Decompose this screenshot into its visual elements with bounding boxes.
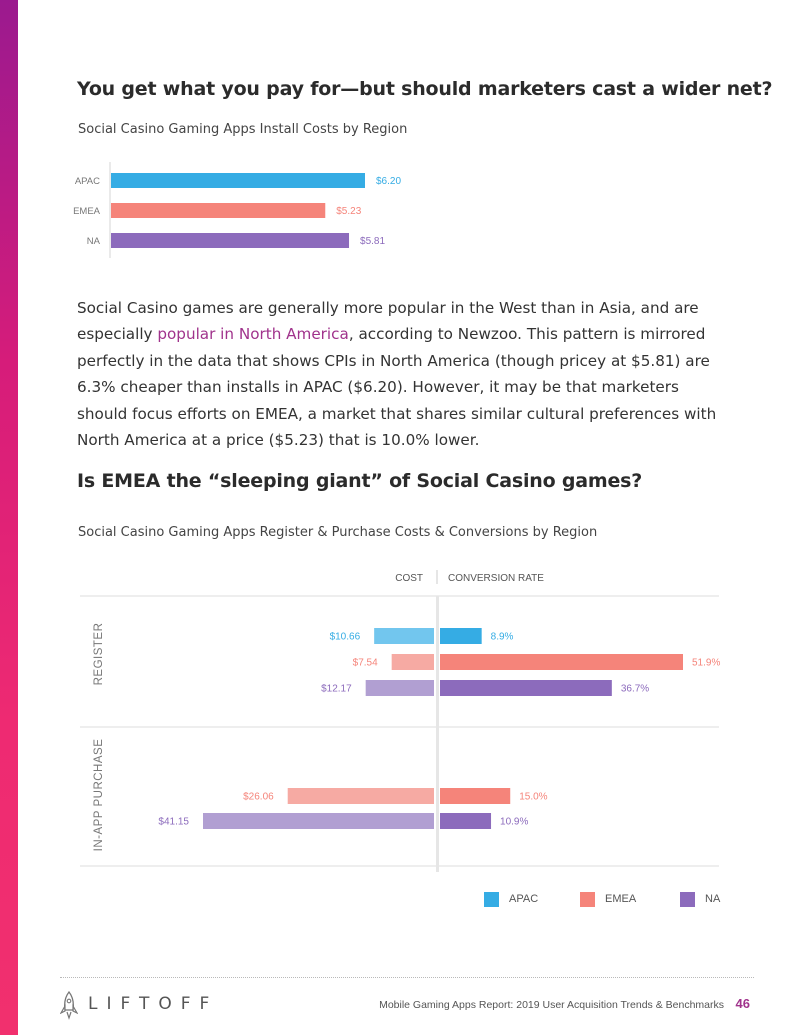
footer-divider — [60, 977, 754, 978]
conversion-bar-register-na — [440, 680, 612, 696]
conversion-bar-register-apac — [440, 628, 482, 644]
cost-conversion-chart: COST CONVERSION RATE REGISTER $10.66 8.9% $7.… — [80, 570, 720, 872]
install-bar-emea — [111, 203, 326, 218]
paragraph-text-2: , according to Newzoo. This pattern is m… — [77, 325, 717, 450]
paragraph-text-1: Social Casino games are generally more p… — [77, 299, 699, 344]
section-heading-emea: Is EMEA the “sleeping giant” of Social C… — [77, 470, 643, 492]
conversion-bar-register-emea — [440, 654, 683, 670]
logo-wordmark: LIFTOFF — [88, 994, 219, 1014]
liftoff-logo: LIFTOFF — [59, 990, 209, 1021]
install-category-label-na: NA — [87, 236, 101, 247]
legend-swatch-apac — [484, 892, 499, 907]
cost-bar-in-app-purchase-emea — [287, 788, 434, 804]
cost-label-register-emea: $7.54 — [353, 658, 378, 669]
install-value-label-emea: $5.23 — [336, 206, 361, 217]
conversion-label-register-na: 36.7% — [621, 684, 649, 695]
conversion-bar-in-app-purchase-na — [440, 813, 492, 829]
legend-swatch-na — [680, 892, 695, 907]
newzoo-link[interactable]: popular in North America — [157, 325, 349, 344]
cost-bar-in-app-purchase-na — [203, 813, 434, 829]
install-cost-chart-title: Social Casino Gaming Apps Install Costs … — [78, 122, 408, 137]
conversion-header: CONVERSION RATE — [448, 573, 544, 584]
group-label-in-app-purchase: IN-APP PURCHASE — [93, 739, 105, 852]
cost-label-register-apac: $10.66 — [330, 632, 361, 643]
conversion-bar-in-app-purchase-emea — [440, 788, 511, 804]
install-category-label-emea: EMEA — [73, 206, 101, 217]
legend-swatch-emea — [580, 892, 595, 907]
install-category-label-apac: APAC — [75, 176, 100, 187]
install-value-label-na: $5.81 — [360, 236, 385, 247]
cost-label-in-app-purchase-na: $41.15 — [158, 817, 189, 828]
center-axis — [436, 596, 439, 872]
cost-header: COST — [395, 573, 423, 584]
chart-legend: APAC EMEA NA — [484, 892, 724, 908]
cost-label-register-na: $12.17 — [321, 684, 352, 695]
cost-bar-register-emea — [391, 654, 434, 670]
rocket-icon — [59, 990, 79, 1020]
legend-label-apac: APAC — [509, 893, 539, 905]
cost-label-in-app-purchase-emea: $26.06 — [243, 792, 274, 803]
install-bar-na — [111, 233, 350, 248]
cost-bar-register-apac — [374, 628, 434, 644]
conversion-label-register-emea: 51.9% — [692, 658, 720, 669]
conversion-label-in-app-purchase-emea: 15.0% — [519, 792, 547, 803]
cost-bar-register-na — [365, 680, 434, 696]
section-heading-cost: You get what you pay for—but should mark… — [77, 78, 773, 100]
brand-side-band — [0, 0, 18, 1035]
legend-label-na: NA — [705, 893, 721, 905]
install-value-label-apac: $6.20 — [376, 176, 401, 187]
report-title: Mobile Gaming Apps Report: 2019 User Acq… — [379, 999, 724, 1011]
conversion-label-in-app-purchase-na: 10.9% — [500, 817, 528, 828]
body-paragraph: Social Casino games are generally more p… — [77, 295, 727, 453]
page-number: 46 — [735, 996, 750, 1011]
install-bar-apac — [111, 173, 365, 188]
conversion-label-register-apac: 8.9% — [491, 632, 514, 643]
install-cost-chart: APAC $6.20 EMEA $5.23 NA $5.81 — [73, 162, 401, 258]
conversion-chart-title: Social Casino Gaming Apps Register & Pur… — [78, 525, 598, 540]
legend-label-emea: EMEA — [605, 893, 637, 905]
group-label-register: REGISTER — [93, 623, 105, 686]
